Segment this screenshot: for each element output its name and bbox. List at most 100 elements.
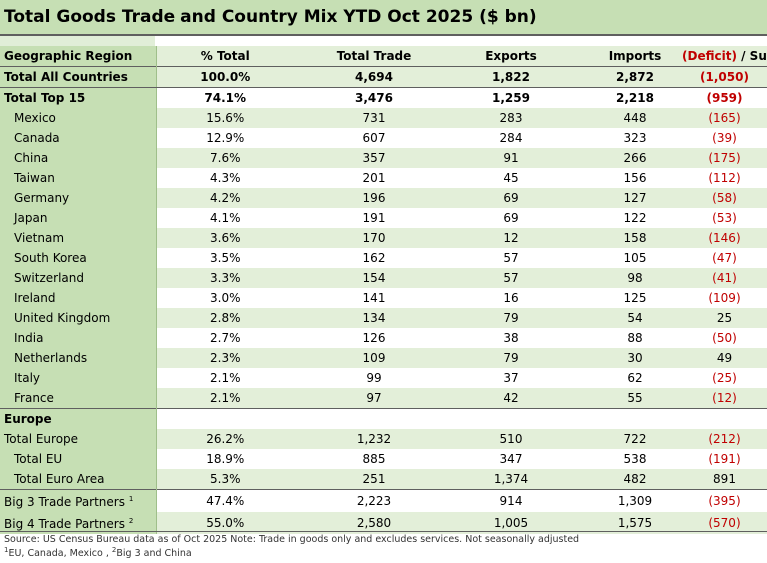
row-label-text: Canada xyxy=(14,130,60,145)
footnote-2: Big 3 and China xyxy=(116,548,192,560)
cell-exports: 1,005 xyxy=(434,512,578,534)
cell-pct: 12.9% xyxy=(156,128,294,148)
cell-total-trade: 3,476 xyxy=(294,87,434,108)
cell-total-trade: 97 xyxy=(294,388,434,409)
table-row: China 7.6% 357 91 266 (175) xyxy=(0,148,767,168)
row-label-text: Total Europe xyxy=(4,431,79,446)
cell-exports: 1,822 xyxy=(434,66,578,88)
cell-imports: 156 xyxy=(578,168,662,188)
table-row: Netherlands 2.3% 109 79 30 49 xyxy=(0,348,767,368)
table-row: Ireland 3.0% 141 16 125 (109) xyxy=(0,288,767,308)
row-label-text: Switzerland xyxy=(14,270,84,285)
cell-balance: 49 xyxy=(662,348,767,368)
cell-pct: 4.2% xyxy=(156,188,294,208)
table-row: Vietnam 3.6% 170 12 158 (146) xyxy=(0,228,767,248)
cell-balance: (1,050) xyxy=(662,66,767,88)
cell-exports: 283 xyxy=(434,108,578,128)
cell-imports: 62 xyxy=(578,368,662,388)
row-label: China xyxy=(0,148,157,168)
cell-balance: (175) xyxy=(662,148,767,168)
row-label-text: Total Euro Area xyxy=(14,471,105,486)
table-title: Total Goods Trade and Country Mix YTD Oc… xyxy=(0,0,767,36)
cell-imports: 125 xyxy=(578,288,662,308)
footnote-2-mark: 2 xyxy=(111,546,117,554)
row-label-text: Ireland xyxy=(14,290,56,305)
cell-exports: 91 xyxy=(434,148,578,168)
table-row: Japan 4.1% 191 69 122 (53) xyxy=(0,208,767,228)
cell-total-trade: 731 xyxy=(294,108,434,128)
row-label: Germany xyxy=(0,188,157,208)
row-label: Total Europe xyxy=(0,429,157,449)
row-label: France xyxy=(0,388,157,409)
cell-pct xyxy=(156,408,294,429)
cell-balance: (165) xyxy=(662,108,767,128)
row-label: Netherlands xyxy=(0,348,157,368)
cell-total-trade: 162 xyxy=(294,248,434,268)
cell-total-trade: 141 xyxy=(294,288,434,308)
cell-total-trade: 885 xyxy=(294,449,434,469)
row-label: Italy xyxy=(0,368,157,388)
row-label: Total Top 15 xyxy=(0,87,157,108)
cell-exports: 1,374 xyxy=(434,469,578,490)
cell-imports: 158 xyxy=(578,228,662,248)
table-row: Total Top 15 74.1% 3,476 1,259 2,218 (959) xyxy=(0,87,767,108)
cell-total-trade: 4,694 xyxy=(294,66,434,88)
cell-balance: (39) xyxy=(662,128,767,148)
row-label-text: Vietnam xyxy=(14,230,65,245)
cell-exports: 69 xyxy=(434,208,578,228)
row-label-text: Germany xyxy=(14,190,70,205)
cell-balance: (53) xyxy=(662,208,767,228)
row-label-footnote-mark: 1 xyxy=(128,495,134,503)
cell-exports: 69 xyxy=(434,188,578,208)
cell-exports: 914 xyxy=(434,489,578,512)
footnote-definitions: 1EU, Canada, Mexico , 2Big 3 and China xyxy=(4,546,192,560)
cell-balance: (41) xyxy=(662,268,767,288)
row-label-text: Total All Countries xyxy=(4,69,128,84)
header-total-trade: Total Trade xyxy=(294,46,434,67)
cell-imports: 122 xyxy=(578,208,662,228)
cell-imports: 55 xyxy=(578,388,662,409)
table-row: Total Euro Area 5.3% 251 1,374 482 891 xyxy=(0,469,767,490)
cell-total-trade: 126 xyxy=(294,328,434,348)
cell-exports: 42 xyxy=(434,388,578,409)
cell-exports: 12 xyxy=(434,228,578,248)
cell-imports: 482 xyxy=(578,469,662,490)
row-label: Total Euro Area xyxy=(0,469,157,490)
cell-pct: 100.0% xyxy=(156,66,294,88)
cell-pct: 4.1% xyxy=(156,208,294,228)
row-label: Japan xyxy=(0,208,157,228)
table-row: Total All Countries 100.0% 4,694 1,822 2,872… xyxy=(0,66,767,88)
cell-imports: 2,872 xyxy=(578,66,662,88)
cell-exports: 45 xyxy=(434,168,578,188)
table-row: Italy 2.1% 99 37 62 (25) xyxy=(0,368,767,388)
cell-total-trade xyxy=(294,408,434,429)
cell-pct: 3.5% xyxy=(156,248,294,268)
row-label-text: Big 4 Trade Partners xyxy=(4,517,125,531)
table-row: Big 4 Trade Partners 2 55.0% 2,580 1,005 1,5… xyxy=(0,512,767,534)
table-row: France 2.1% 97 42 55 (12) xyxy=(0,388,767,409)
table-row: Germany 4.2% 196 69 127 (58) xyxy=(0,188,767,208)
trade-table: Geographic Region % Total Total Trade Ex… xyxy=(0,46,767,534)
footnote-source: Source: US Census Bureau data as of Oct … xyxy=(0,531,767,545)
title-gap xyxy=(0,36,767,46)
header-deficit: (Deficit) xyxy=(682,48,737,63)
cell-total-trade: 134 xyxy=(294,308,434,328)
row-label: Total All Countries xyxy=(0,66,157,88)
cell-pct: 3.0% xyxy=(156,288,294,308)
row-label-footnote-mark: 2 xyxy=(128,517,134,525)
header-balance: (Deficit) / Surplus xyxy=(662,46,767,67)
cell-exports: 79 xyxy=(434,308,578,328)
cell-balance: (58) xyxy=(662,188,767,208)
cell-pct: 7.6% xyxy=(156,148,294,168)
cell-imports: 2,218 xyxy=(578,87,662,108)
cell-balance: (212) xyxy=(662,429,767,449)
row-label: Canada xyxy=(0,128,157,148)
cell-exports: 38 xyxy=(434,328,578,348)
cell-total-trade: 154 xyxy=(294,268,434,288)
cell-total-trade: 191 xyxy=(294,208,434,228)
cell-total-trade: 196 xyxy=(294,188,434,208)
cell-balance: (109) xyxy=(662,288,767,308)
title-bold: Total Goods Trade xyxy=(4,7,176,27)
row-label: United Kingdom xyxy=(0,308,157,328)
table-row: Big 3 Trade Partners 1 47.4% 2,223 914 1,309… xyxy=(0,489,767,512)
